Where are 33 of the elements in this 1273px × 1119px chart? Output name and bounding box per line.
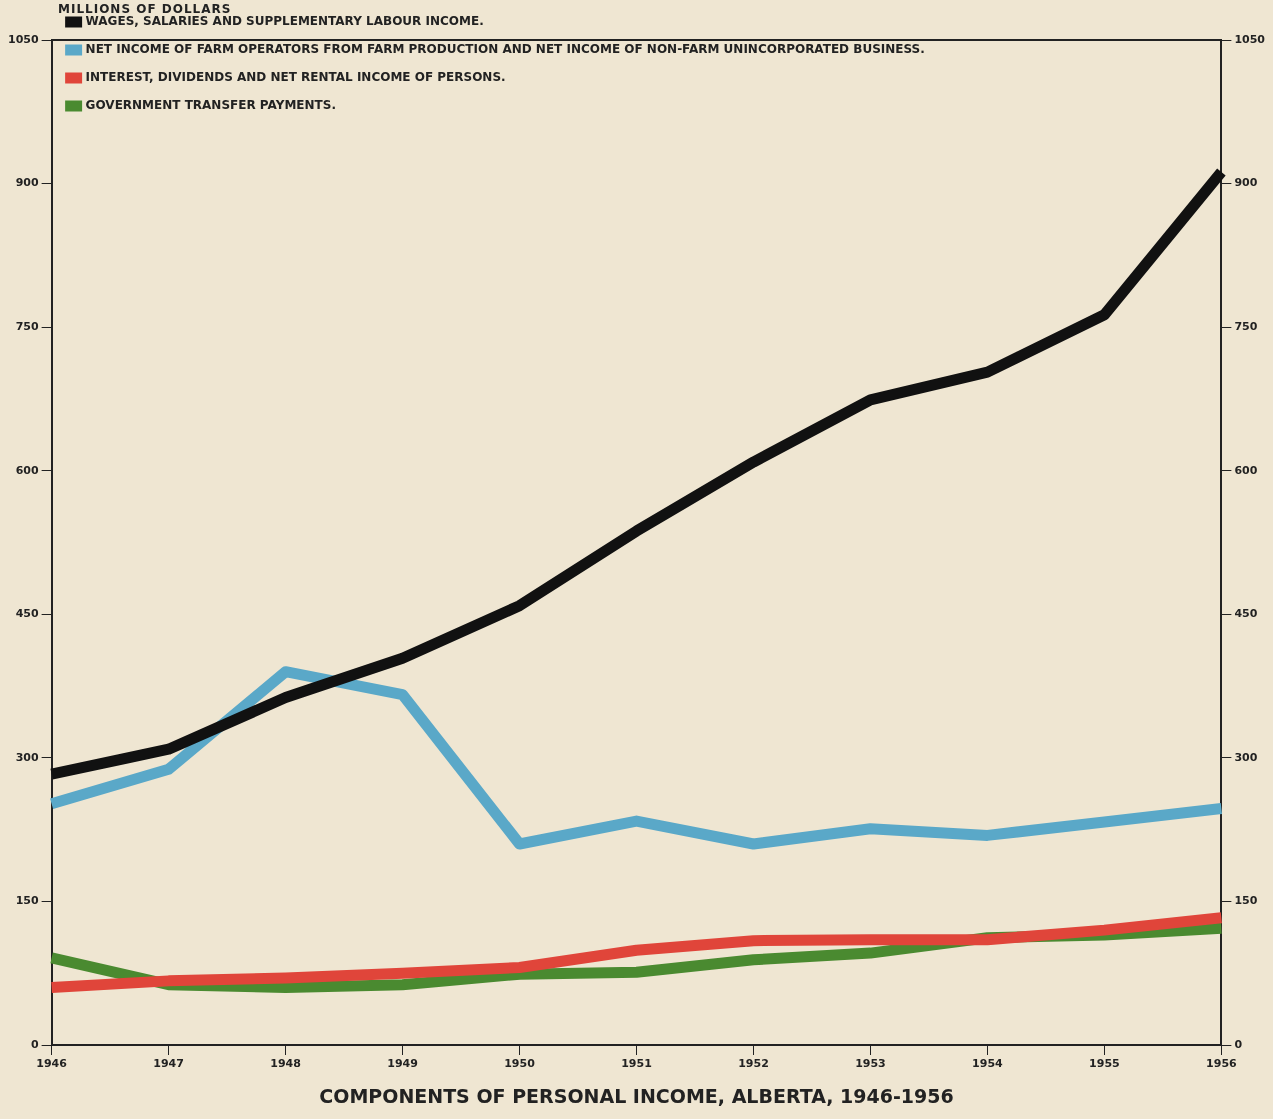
y-tick-label: 0	[30, 1037, 39, 1051]
x-tick-label: 1954	[972, 1057, 1004, 1071]
text: COMPONENTS OF PERSONAL INCOME, ALBERTA, 1946-1956	[319, 1084, 954, 1107]
x-tick-label: 1951	[621, 1057, 652, 1071]
y2-tick-label: 0	[1234, 1037, 1243, 1051]
legend-label: NET INCOME OF FARM OPERATORS FROM FARM PRODUCTION AND NET INCOME OF NON-FARM UNINCORPORATED BUSINESS.	[85, 42, 925, 57]
y-tick-label: 300	[15, 750, 39, 764]
y2-tick-label: 750	[1234, 320, 1258, 333]
x-tick-label: 1956	[1206, 1057, 1238, 1071]
x-tick-label: 1946	[36, 1057, 68, 1071]
y2-tick-label: 150	[1234, 894, 1258, 908]
y-tick-label: 150	[15, 894, 39, 908]
y-tick-label: 600	[15, 463, 39, 477]
y-tick-label: 750	[15, 320, 39, 333]
y2-tick-label: 1050	[1234, 32, 1266, 46]
x-tick-label: 1952	[738, 1057, 769, 1071]
x-tick-label: 1947	[153, 1057, 184, 1071]
y2-tick-label: 450	[1234, 607, 1258, 621]
y-tick-label: 900	[15, 176, 39, 190]
y-axis-title: MILLIONS OF DOLLARS	[58, 2, 232, 16]
x-tick-label: 1949	[387, 1057, 418, 1071]
y2-tick-label: 600	[1234, 463, 1258, 477]
x-tick-label: 1950	[504, 1057, 536, 1071]
legend-label: GOVERNMENT TRANSFER PAYMENTS.	[85, 98, 336, 113]
legend-label: WAGES, SALARIES AND SUPPLEMENTARY LABOUR INCOME.	[85, 14, 484, 29]
x-tick-label: 1948	[270, 1057, 301, 1071]
x-tick-label: 1955	[1089, 1057, 1120, 1071]
y-tick-label: 450	[15, 607, 39, 621]
y-tick-label: 1050	[7, 32, 39, 46]
legend-label: INTEREST, DIVIDENDS AND NET RENTAL INCOME OF PERSONS.	[85, 70, 506, 85]
y2-tick-label: 300	[1234, 750, 1258, 764]
y2-tick-label: 900	[1234, 176, 1258, 190]
x-tick-label: 1953	[855, 1057, 886, 1071]
